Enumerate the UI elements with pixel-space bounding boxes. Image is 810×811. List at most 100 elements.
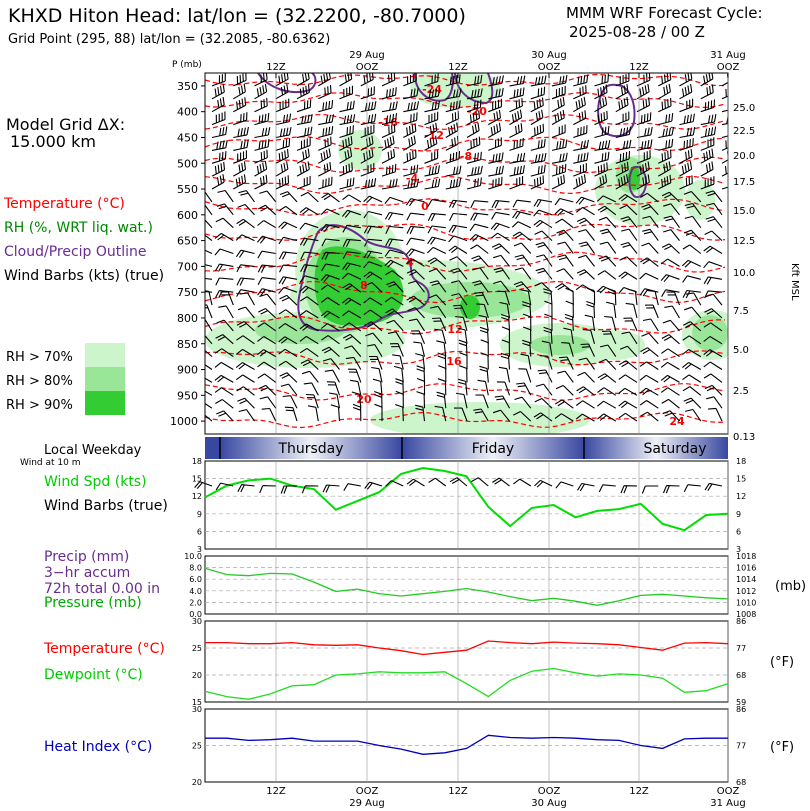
bottom-time-label: OOZ: [717, 786, 740, 797]
wind-barb: [321, 251, 340, 260]
wind-barb: [639, 374, 659, 383]
wind-barb: [280, 383, 298, 396]
wind-barb: [573, 163, 587, 177]
legend-rh-90-swatch: [85, 391, 125, 415]
wind-barb: [551, 139, 568, 151]
wind-barb: [384, 196, 404, 204]
weekday-saturday-band: [584, 437, 728, 459]
pressure-tick-label: 650: [177, 235, 198, 248]
pressure-tick-label: 1000: [170, 415, 198, 428]
wind-barb: [235, 234, 255, 242]
wind-barb: [513, 411, 532, 422]
wind-barb: [597, 373, 617, 383]
wind-barb: [509, 98, 523, 113]
wind-barb: [641, 242, 659, 254]
wind-barb: [658, 161, 671, 177]
wind-barb: [320, 310, 340, 319]
wind-barb: [321, 193, 340, 203]
wind-barb: [342, 251, 361, 260]
wind-barb: [658, 138, 674, 151]
wind-barb: [509, 75, 526, 87]
heat-unit-f-label: (°F): [770, 740, 794, 755]
wind-barb: [406, 212, 425, 221]
wind-barb: [275, 126, 292, 139]
wind-barb: [339, 100, 355, 113]
wind-barb: [496, 381, 511, 396]
wind-barb: [535, 267, 553, 280]
wind-barb: [424, 165, 440, 177]
panel-left-tick: 3: [197, 545, 202, 554]
legend-pressure: Pressure (mb): [44, 595, 142, 611]
panel-left-tick: 15: [192, 698, 202, 707]
panel-left-tick: 8.0: [189, 564, 202, 573]
wind-barb: [278, 251, 298, 260]
model-grid-title: Model Grid ΔX:: [6, 115, 125, 134]
height-tick-label: 25.0: [733, 103, 755, 114]
wind-barb: [535, 241, 553, 254]
top-time-label: OOZ: [356, 62, 379, 73]
wind-barb: [488, 122, 502, 138]
wind-barb: [372, 378, 383, 396]
wind-barb: [427, 257, 447, 267]
wind-barb: [636, 73, 651, 87]
wind-barb: [236, 264, 255, 273]
wind-barb: [584, 314, 596, 331]
legend-rh-70-swatch: [85, 343, 125, 367]
panel-frame: [204, 620, 729, 703]
wind-barb: [556, 229, 574, 241]
surface-wind-barb: [641, 485, 659, 494]
legend-temperature-2m: Temperature (°C): [43, 641, 165, 657]
pressure-tick-label: 450: [177, 131, 198, 144]
weekday-saturday: Saturday: [643, 441, 706, 457]
wind-barb: [606, 301, 617, 319]
wind-barb: [434, 405, 447, 422]
wind-barb: [615, 161, 629, 177]
wind-barb: [321, 238, 340, 247]
wind-barb: [424, 135, 438, 151]
wind-barb: [445, 122, 459, 138]
wind-barb: [318, 100, 334, 113]
wind-barb: [254, 73, 268, 87]
wind-barb: [233, 112, 248, 126]
panel-left-tick: 18: [192, 457, 202, 466]
panel-right-tick: 59: [736, 698, 746, 707]
wind-barb: [682, 321, 702, 332]
wind-barb: [615, 150, 631, 164]
legend-rh-80: RH > 80%: [6, 374, 73, 389]
wind-barb: [513, 242, 532, 254]
wind-barb: [257, 349, 277, 358]
wind-barb: [408, 318, 425, 332]
wind-barb: [679, 98, 694, 113]
wind-barb: [211, 174, 225, 190]
isotherm-label: -12: [424, 129, 444, 142]
wind-barb: [700, 148, 714, 164]
wind-barb: [565, 287, 574, 306]
weekday-title: Local Weekday: [44, 443, 142, 458]
wind-barb: [360, 86, 375, 100]
wind-barb: [211, 73, 226, 87]
wind-barb: [582, 329, 596, 344]
panel-left-tick: 12: [192, 492, 202, 501]
wind-barb: [493, 280, 510, 293]
wind-barb: [509, 175, 524, 190]
wind-barb: [575, 400, 595, 409]
wind-barb: [329, 392, 341, 409]
wind-barb: [324, 369, 340, 383]
pressure-tick-label: 800: [177, 312, 198, 325]
forecast-cycle-label: MMM WRF Forecast Cycle:: [566, 4, 763, 22]
wind-barb: [475, 394, 489, 409]
legend-temperature: Temperature (°C): [3, 196, 125, 212]
panel-left-tick: 30: [192, 617, 202, 626]
wind-barb: [455, 316, 468, 332]
wind-barb: [205, 219, 213, 229]
wind-barb: [488, 109, 502, 126]
wind-barb: [342, 297, 362, 306]
wind-barb: [217, 189, 234, 203]
wind-barb: [374, 390, 383, 409]
wind-barb: [258, 308, 277, 319]
wind-barb: [700, 84, 714, 100]
wind-barb: [403, 73, 417, 87]
wind-barb: [597, 205, 617, 216]
wind-barb: [437, 352, 447, 370]
